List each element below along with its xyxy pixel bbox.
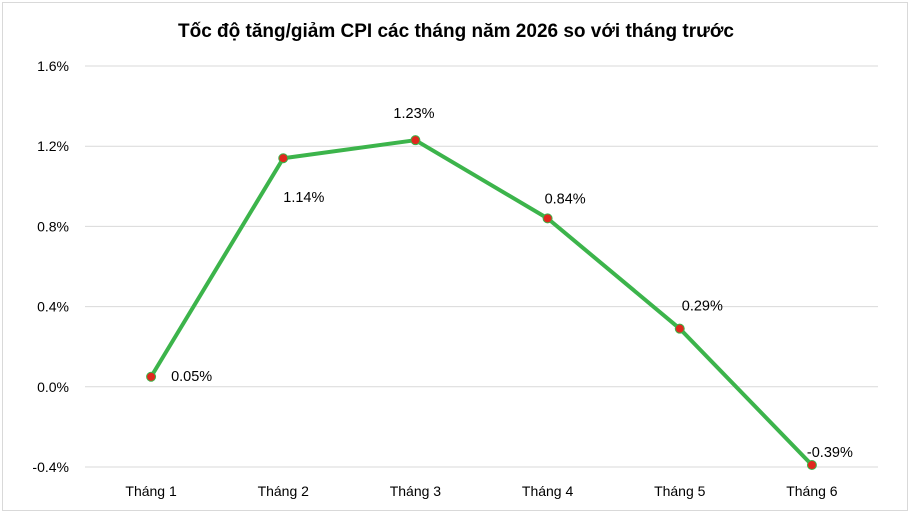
- data-point-marker: [806, 459, 817, 470]
- data-label: -0.39%: [807, 445, 853, 461]
- y-tick-label: 0.8%: [37, 218, 69, 234]
- y-tick-label: 0.0%: [37, 379, 69, 395]
- series-line-path: [149, 138, 814, 467]
- y-tick-label: 1.6%: [37, 58, 69, 74]
- data-label: 0.05%: [171, 369, 212, 385]
- data-labels: 0.05% 1.14% 1.23% 0.84% 0.29% -0.39%: [171, 106, 853, 461]
- data-point-marker: [146, 371, 157, 382]
- data-label: 1.23%: [393, 106, 434, 122]
- gridlines: [85, 65, 878, 468]
- x-tick-label: Tháng 1: [125, 483, 177, 499]
- data-point-marker: [674, 323, 685, 334]
- series-markers: [146, 135, 817, 470]
- x-tick-label: Tháng 6: [786, 483, 838, 499]
- data-label: 0.29%: [682, 299, 723, 315]
- y-tick-label: 0.4%: [37, 299, 69, 315]
- y-tick-label: -0.4%: [32, 459, 69, 475]
- y-tick-label: 1.2%: [37, 138, 69, 154]
- data-label: 1.14%: [283, 190, 324, 206]
- series-line: [149, 138, 814, 467]
- x-tick-label: Tháng 2: [258, 483, 310, 499]
- chart-title: Tốc độ tăng/giảm CPI các tháng năm 2026 …: [177, 21, 734, 42]
- x-tick-label: Tháng 4: [522, 483, 574, 499]
- data-point-marker: [542, 213, 553, 224]
- x-tick-label: Tháng 3: [390, 483, 442, 499]
- x-tick-label: Tháng 5: [654, 483, 706, 499]
- data-point-marker: [278, 153, 289, 164]
- data-label: 0.84%: [545, 191, 586, 207]
- data-point-marker: [410, 135, 421, 146]
- x-axis-tick-labels: Tháng 1 Tháng 2 Tháng 3 Tháng 4 Tháng 5 Tháng…: [125, 483, 837, 499]
- y-axis-tick-labels: -0.4% 0.0% 0.4% 0.8% 1.2% 1.6%: [32, 58, 69, 475]
